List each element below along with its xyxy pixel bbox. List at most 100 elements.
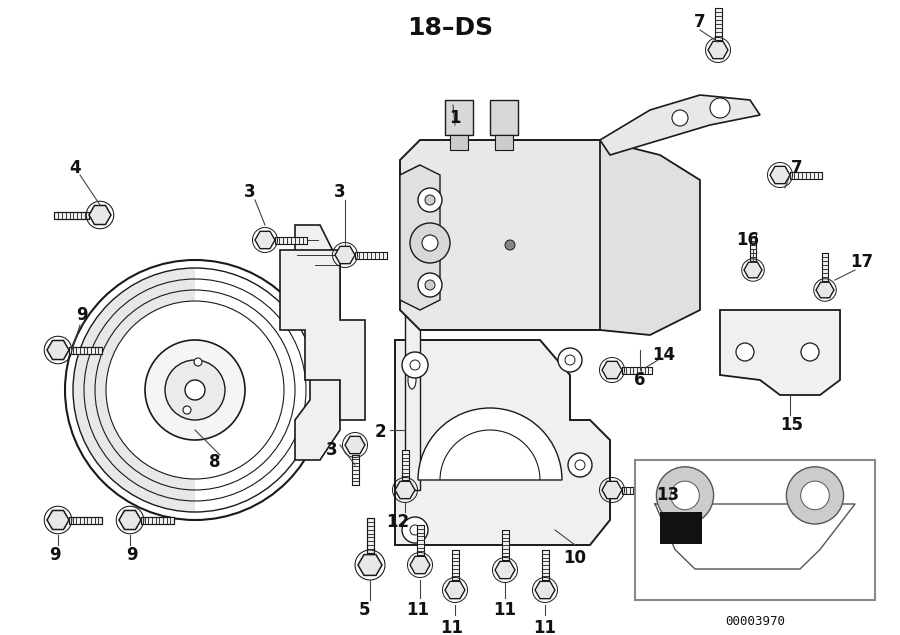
Polygon shape [822, 253, 828, 281]
Polygon shape [715, 8, 722, 40]
Polygon shape [622, 486, 652, 493]
Text: 00003970: 00003970 [725, 615, 785, 628]
Circle shape [410, 360, 420, 370]
Polygon shape [69, 516, 102, 523]
Polygon shape [770, 166, 790, 184]
Polygon shape [622, 366, 652, 373]
Circle shape [425, 195, 435, 205]
Polygon shape [495, 561, 515, 578]
Polygon shape [602, 361, 622, 378]
Polygon shape [352, 455, 358, 485]
Text: 4: 4 [69, 159, 81, 177]
Polygon shape [535, 581, 555, 599]
Polygon shape [89, 206, 111, 225]
Circle shape [568, 453, 592, 477]
Bar [445, 100, 473, 135]
Circle shape [801, 343, 819, 361]
Circle shape [505, 240, 515, 250]
Text: 9: 9 [50, 546, 61, 564]
Polygon shape [417, 525, 424, 555]
Polygon shape [280, 250, 365, 420]
Polygon shape [119, 511, 141, 530]
Polygon shape [366, 518, 373, 553]
Circle shape [558, 348, 582, 372]
Polygon shape [790, 171, 822, 178]
Text: 15: 15 [780, 416, 804, 434]
Circle shape [183, 406, 191, 414]
Text: 11: 11 [534, 619, 556, 635]
Polygon shape [295, 225, 340, 460]
Circle shape [565, 355, 575, 365]
Polygon shape [54, 211, 89, 218]
Circle shape [672, 110, 688, 126]
Polygon shape [358, 554, 382, 575]
Polygon shape [744, 262, 762, 277]
Text: 17: 17 [850, 253, 874, 271]
Bar [660, 512, 702, 544]
Wedge shape [84, 279, 195, 501]
Polygon shape [141, 516, 174, 523]
Polygon shape [720, 310, 840, 395]
Text: 8: 8 [209, 453, 220, 471]
Text: 3: 3 [326, 441, 338, 459]
Text: 10: 10 [563, 549, 587, 567]
Polygon shape [452, 550, 458, 580]
Wedge shape [95, 290, 195, 490]
Polygon shape [47, 340, 69, 359]
Text: 9: 9 [76, 306, 88, 324]
Polygon shape [708, 41, 728, 58]
Circle shape [185, 380, 205, 400]
Text: 16: 16 [736, 231, 760, 249]
Bar [450, 135, 468, 150]
Ellipse shape [408, 371, 416, 389]
Circle shape [670, 481, 699, 510]
Text: 14: 14 [652, 346, 676, 364]
Circle shape [145, 340, 245, 440]
Text: 6: 6 [634, 371, 646, 389]
Circle shape [801, 481, 829, 510]
Circle shape [787, 467, 843, 524]
Polygon shape [400, 165, 420, 305]
Polygon shape [401, 450, 409, 480]
Bar [495, 135, 513, 150]
Circle shape [165, 360, 225, 420]
Polygon shape [501, 530, 508, 560]
Polygon shape [405, 225, 420, 490]
Text: 13: 13 [656, 486, 680, 504]
Polygon shape [410, 556, 430, 573]
Text: 9: 9 [126, 546, 138, 564]
Text: 11: 11 [407, 601, 429, 619]
Wedge shape [73, 268, 195, 512]
Text: 1: 1 [449, 109, 461, 127]
Text: 7: 7 [694, 13, 706, 31]
Polygon shape [355, 251, 387, 258]
Text: 7: 7 [791, 159, 803, 177]
Text: 3: 3 [244, 183, 256, 201]
Polygon shape [400, 165, 440, 310]
Circle shape [402, 517, 428, 543]
Polygon shape [750, 233, 756, 261]
Circle shape [410, 525, 420, 535]
Polygon shape [600, 140, 700, 335]
Polygon shape [255, 231, 275, 249]
Polygon shape [445, 581, 465, 599]
Circle shape [194, 358, 202, 366]
Text: 5: 5 [359, 601, 371, 619]
Circle shape [418, 273, 442, 297]
Polygon shape [600, 95, 760, 155]
Circle shape [410, 223, 450, 263]
Polygon shape [47, 511, 69, 530]
Text: 18–DS: 18–DS [407, 16, 493, 40]
Text: 3: 3 [334, 183, 346, 201]
Circle shape [575, 460, 585, 470]
Circle shape [736, 343, 754, 361]
Polygon shape [542, 550, 548, 580]
Circle shape [656, 467, 714, 524]
Polygon shape [602, 481, 622, 498]
Text: 11: 11 [440, 619, 464, 635]
Circle shape [402, 352, 428, 378]
Circle shape [106, 301, 284, 479]
Circle shape [425, 280, 435, 290]
Wedge shape [418, 408, 562, 480]
Text: 2: 2 [374, 423, 386, 441]
